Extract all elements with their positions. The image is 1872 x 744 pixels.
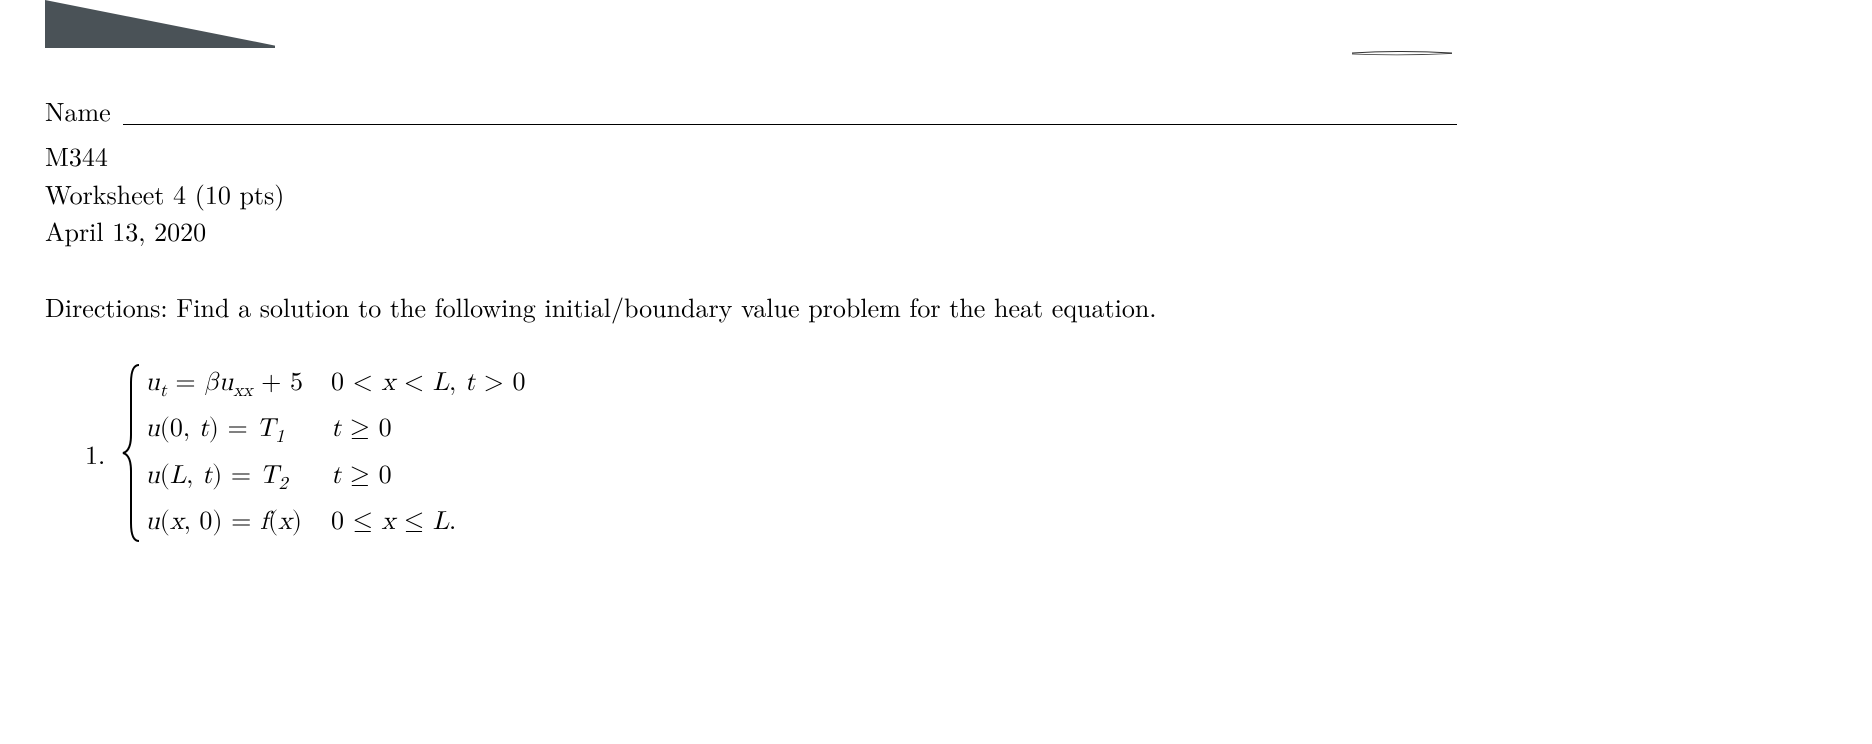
problem-1: 1. ut = βuxx + 5 0 < x < L, t > 0 u(0, t… bbox=[85, 363, 1827, 543]
left-brace bbox=[121, 363, 145, 543]
redaction-mark-right bbox=[1352, 50, 1452, 56]
eq-row-2-left: u(0, t) = T1 bbox=[145, 414, 303, 448]
cases-brace-group: ut = βuxx + 5 0 < x < L, t > 0 u(0, t) =… bbox=[121, 363, 525, 543]
name-underline bbox=[123, 124, 1457, 125]
course-code: M344 bbox=[45, 137, 1827, 175]
redaction-mark-top bbox=[45, 0, 275, 48]
date: April 13, 2020 bbox=[45, 212, 1827, 250]
problem-number: 1. bbox=[85, 435, 105, 472]
document-content: Name M344 Worksheet 4 (10 pts) April 13,… bbox=[45, 92, 1827, 543]
eq-row-1-right: 0 < x < L, t > 0 bbox=[331, 368, 526, 399]
eq-row-3-left: u(L, t) = T2 bbox=[145, 461, 303, 495]
eq-row-1-left: ut = βuxx + 5 bbox=[145, 368, 303, 402]
eq-row-4-left: u(x, 0) = f(x) bbox=[145, 507, 303, 538]
eq-row-2-right: t ≥ 0 bbox=[331, 414, 526, 445]
eq-row-4-right: 0 ≤ x ≤ L. bbox=[331, 507, 526, 538]
equation-system: ut = βuxx + 5 0 < x < L, t > 0 u(0, t) =… bbox=[145, 368, 525, 538]
directions-text: Directions: Find a solution to the follo… bbox=[45, 288, 1827, 325]
name-line: Name bbox=[45, 92, 1827, 129]
eq-row-3-right: t ≥ 0 bbox=[331, 461, 526, 492]
name-label: Name bbox=[45, 92, 111, 129]
worksheet-title: Worksheet 4 (10 pts) bbox=[45, 175, 1827, 213]
